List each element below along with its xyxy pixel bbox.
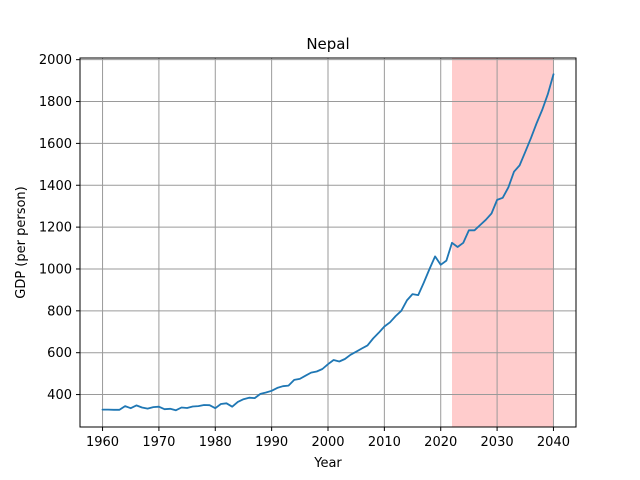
y-axis-title: GDP (per person)	[14, 186, 29, 299]
chart-title: Nepal	[306, 35, 349, 53]
x-tick-label: 1990	[255, 435, 288, 450]
x-tick-label: 2000	[311, 435, 344, 450]
x-tick-label: 2010	[368, 435, 401, 450]
x-tick-label: 1980	[199, 435, 232, 450]
x-tick-label: 2020	[424, 435, 457, 450]
series-line	[101, 73, 555, 412]
y-tick-label: 1800	[39, 95, 72, 110]
y-tick-label: 800	[47, 304, 72, 319]
x-axis-title: Year	[313, 456, 342, 471]
x-tick-label: 2040	[537, 435, 570, 450]
y-tick-label: 1200	[39, 221, 72, 236]
y-tick-label: 600	[47, 346, 72, 361]
y-tick-label: 1000	[39, 262, 72, 277]
x-tick-label: 2030	[481, 435, 514, 450]
y-tick-label: 1400	[39, 179, 72, 194]
y-tick-label: 1600	[39, 137, 72, 152]
shaded-region	[452, 58, 554, 427]
y-tick-label: 400	[47, 388, 72, 403]
x-tick-label: 1970	[142, 435, 175, 450]
x-tick-label: 1960	[86, 435, 119, 450]
y-tick-label: 2000	[39, 53, 72, 68]
